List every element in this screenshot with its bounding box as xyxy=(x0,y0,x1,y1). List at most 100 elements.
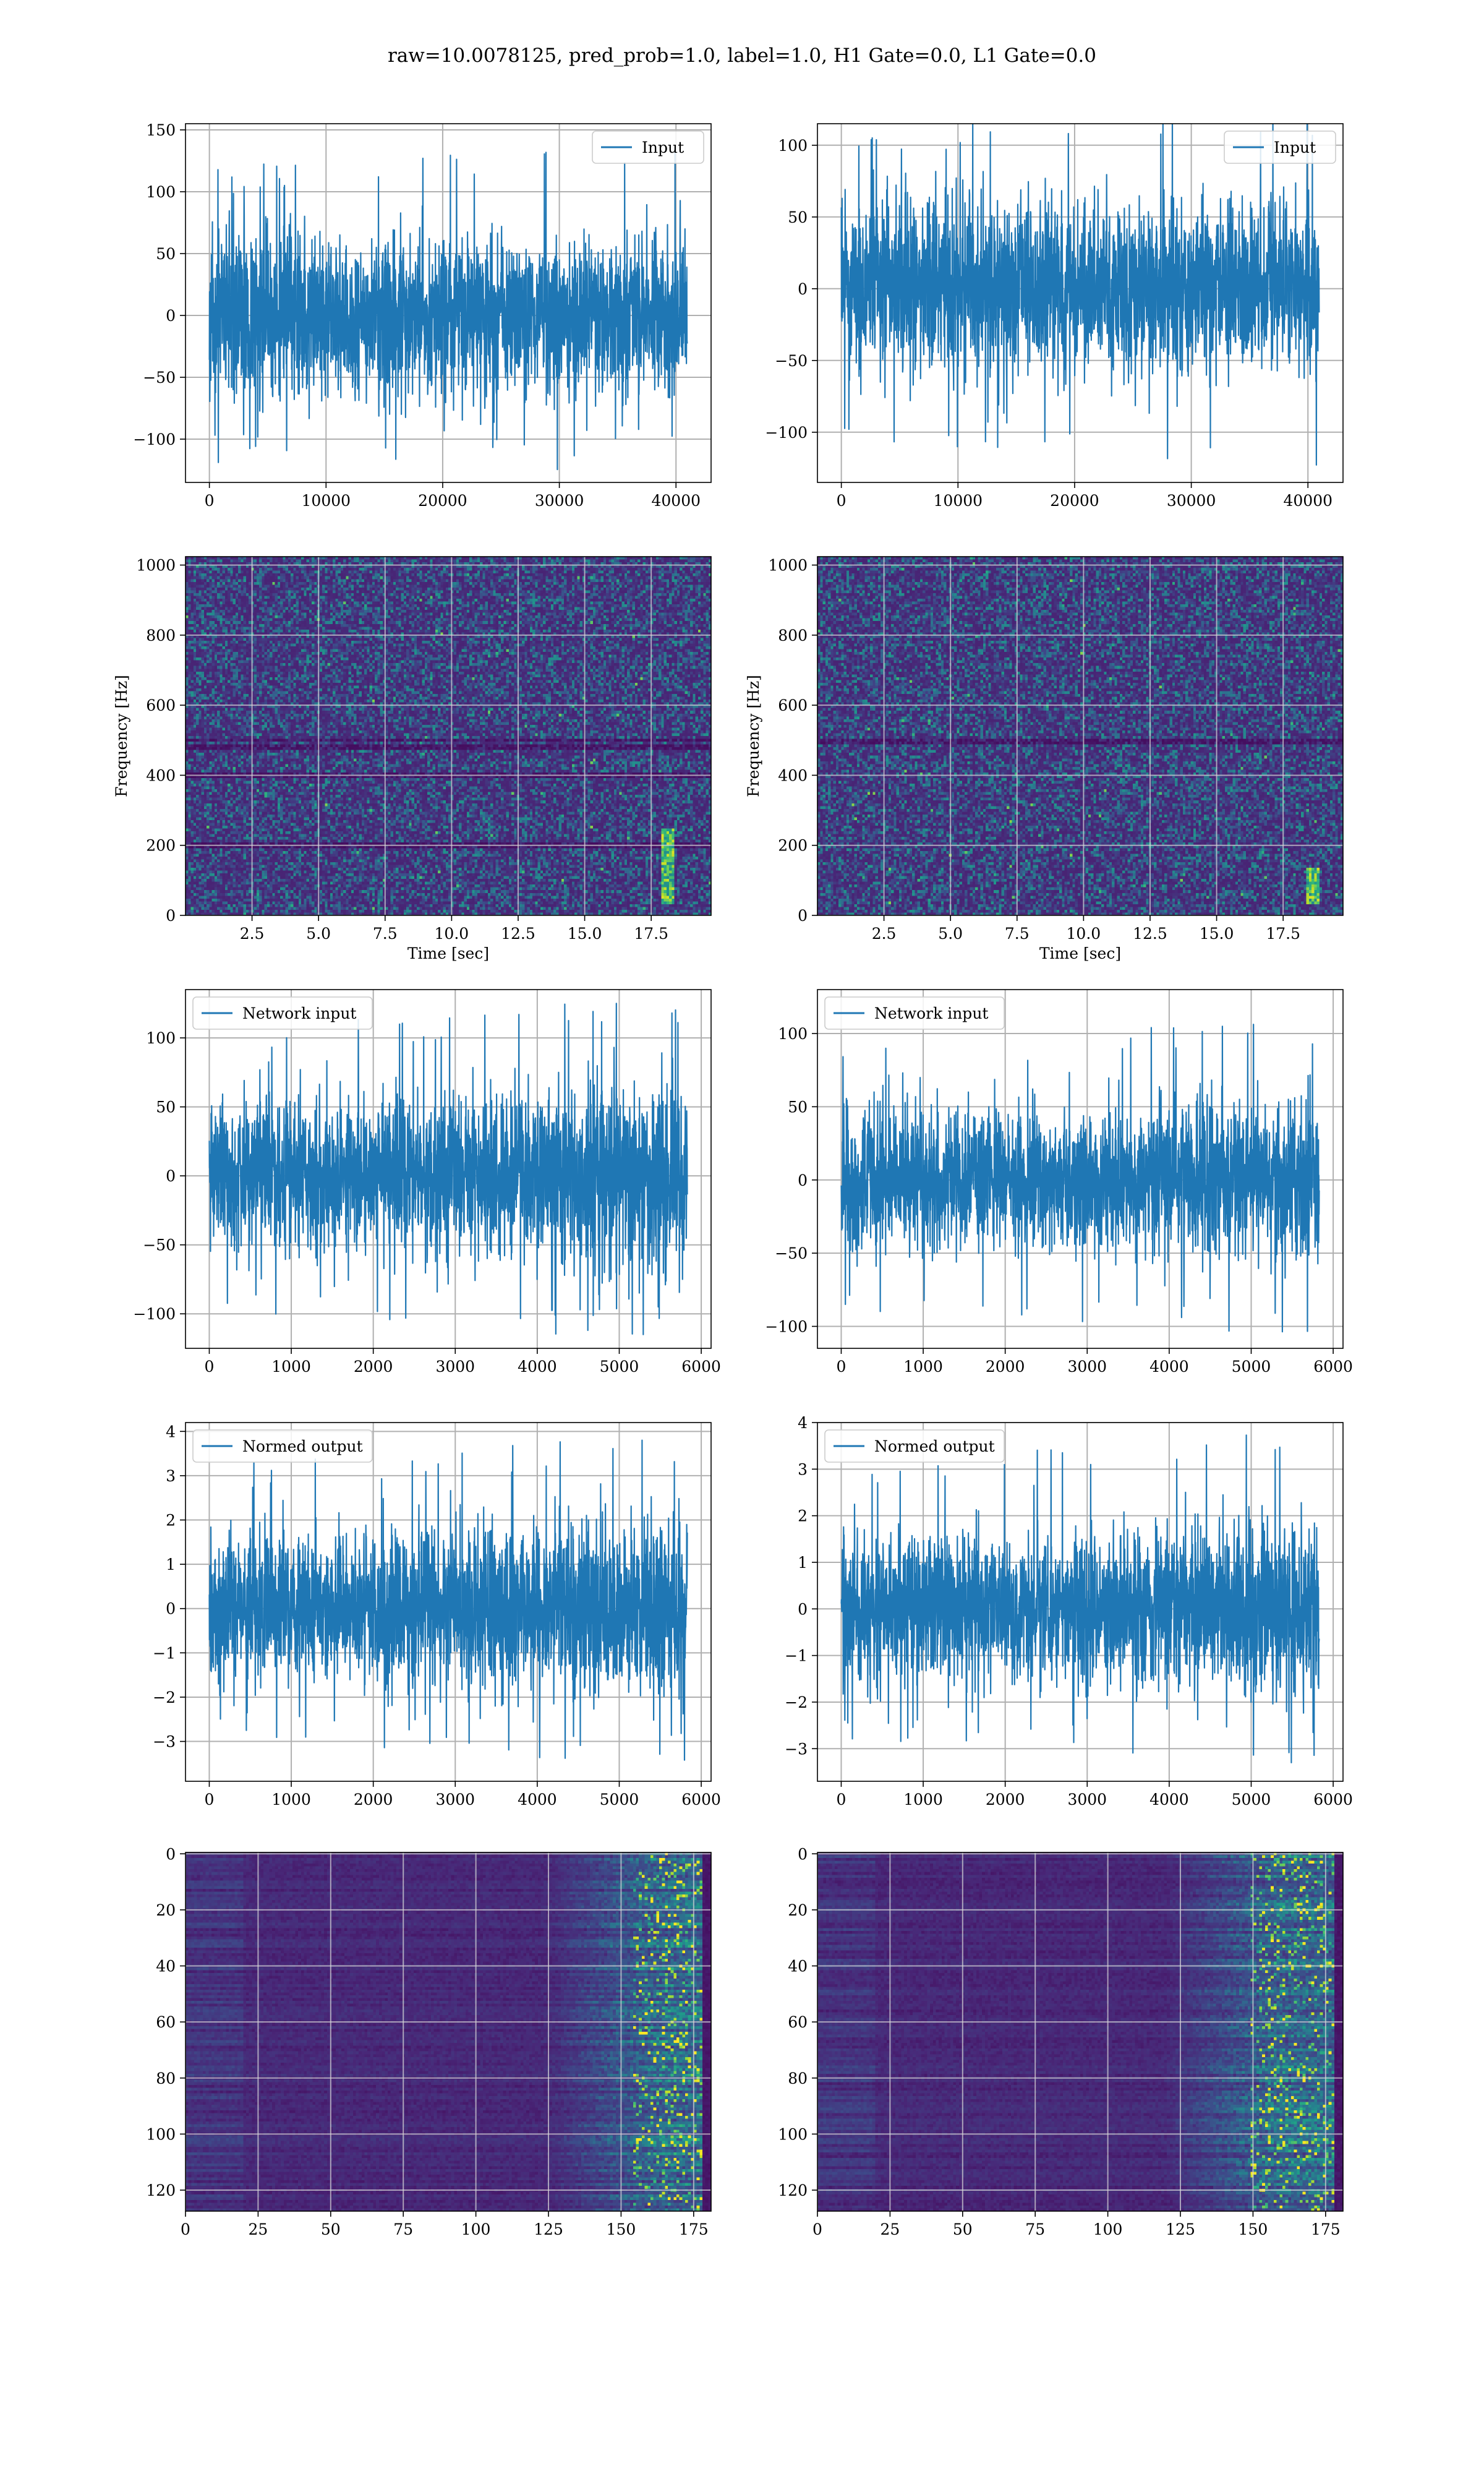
x-tick-label: 5000 xyxy=(1232,1358,1271,1376)
x-tick-label: 10000 xyxy=(302,492,351,510)
x-tick-label: 0 xyxy=(205,1791,215,1808)
x-tick-label: 6000 xyxy=(681,1791,721,1808)
x-tick-label: 5000 xyxy=(600,1358,639,1376)
x-tick-label: 0 xyxy=(837,492,846,510)
subplot-spectrogram-l1: 2.5 5.0 7.5 10.0 12.5 15.0 17.5 0 200 400 600 800 10… xyxy=(744,556,1344,962)
x-tick-label: 0 xyxy=(837,1358,846,1376)
y-tick-label: 0 xyxy=(798,1845,808,1863)
x-tick-label: 40000 xyxy=(1283,492,1333,510)
y-axis-label: Frequency [Hz] xyxy=(113,675,130,797)
series-line xyxy=(840,1434,1320,1763)
legend: Normed output xyxy=(824,1429,1005,1463)
series-line xyxy=(208,1003,688,1335)
grid xyxy=(817,1852,1343,2211)
legend: Input xyxy=(1224,131,1336,164)
y-tick-label: 200 xyxy=(778,837,808,855)
legend-label: Network input xyxy=(874,1004,988,1022)
y-tick-label: 200 xyxy=(146,837,176,855)
y-tick-label: 0 xyxy=(798,280,808,298)
y-tick-label: 4 xyxy=(798,1414,808,1432)
x-tick-label: 25 xyxy=(248,2220,268,2238)
y-tick-label: 100 xyxy=(146,2125,176,2143)
y-tick-label: −100 xyxy=(133,430,176,448)
x-tick-label: 1000 xyxy=(271,1358,311,1376)
y-tick-label: 0 xyxy=(798,1171,808,1189)
y-tick-label: 0 xyxy=(166,1600,176,1618)
x-tick-label: 0 xyxy=(181,2220,190,2238)
subplot-input-l1: 0 10000 20000 30000 40000 −100 −50 0 50 100 Input xyxy=(765,123,1344,510)
y-tick-label: 60 xyxy=(788,2013,808,2031)
grid xyxy=(817,557,1343,915)
y-tick-label: 3 xyxy=(166,1467,176,1485)
y-tick-label: 0 xyxy=(798,907,808,925)
x-tick-label: 5.0 xyxy=(306,925,331,943)
y-tick-label: 50 xyxy=(156,245,176,263)
x-tick-label: 3000 xyxy=(1067,1791,1107,1808)
y-tick-label: 80 xyxy=(788,2070,808,2087)
x-tick-label: 12.5 xyxy=(1133,925,1167,943)
y-tick-label: 1 xyxy=(166,1556,176,1573)
axis-ticks: 0 25 50 75 100 125 150 175 0 20 40 60 80 100 120 xyxy=(146,1845,708,2238)
y-tick-label: −100 xyxy=(765,424,808,442)
y-tick-label: 1000 xyxy=(136,557,176,575)
y-tick-label: 2 xyxy=(798,1507,808,1525)
x-tick-label: 25 xyxy=(880,2220,900,2238)
subplot-normed-output-h1: 0 1000 2000 3000 4000 5000 6000 −3 −2 −1 0 1 2 3 4 Norm… xyxy=(153,1422,721,1808)
x-tick-label: 15.0 xyxy=(1200,925,1234,943)
x-tick-label: 6000 xyxy=(681,1358,721,1376)
x-tick-label: 0 xyxy=(837,1791,846,1808)
subplot-feature-map-l1: 0 25 50 75 100 125 150 175 0 20 40 60 80 100 120 xyxy=(778,1845,1344,2238)
x-tick-label: 20000 xyxy=(1050,492,1099,510)
y-tick-label: 0 xyxy=(166,907,176,925)
x-tick-label: 2000 xyxy=(986,1358,1025,1376)
series-line xyxy=(840,124,1320,466)
y-tick-label: 50 xyxy=(788,1098,808,1116)
x-tick-label: 175 xyxy=(1311,2220,1341,2238)
legend-label: Normed output xyxy=(874,1437,995,1455)
x-tick-label: 75 xyxy=(1025,2220,1045,2238)
axis-ticks: 2.5 5.0 7.5 10.0 12.5 15.0 17.5 0 200 400 600 800 10… xyxy=(136,557,668,943)
y-tick-label: 150 xyxy=(146,121,176,139)
x-tick-label: 0 xyxy=(812,2220,822,2238)
figure-title: raw=10.0078125, pred_prob=1.0, label=1.0… xyxy=(388,45,1096,67)
x-tick-label: 4000 xyxy=(1149,1791,1189,1808)
x-tick-label: 4000 xyxy=(518,1791,557,1808)
subplot-grid: 0 10000 20000 30000 40000−100−50050100150Inp… xyxy=(113,121,1353,2238)
y-tick-label: −3 xyxy=(785,1740,808,1758)
x-tick-label: 30000 xyxy=(1167,492,1216,510)
x-tick-label: 0 xyxy=(205,1358,215,1376)
subplot-network-input-l1: 0 1000 2000 3000 4000 5000 6000 −100 −50 0 50 100 Ne… xyxy=(765,989,1353,1376)
x-tick-label: 10.0 xyxy=(1067,925,1101,943)
y-tick-label: 100 xyxy=(146,183,176,201)
x-tick-label: 175 xyxy=(679,2220,709,2238)
y-tick-label: −2 xyxy=(153,1689,176,1706)
axes-frame xyxy=(817,123,1344,483)
series-line xyxy=(208,1439,688,1761)
x-tick-label: 2.5 xyxy=(240,925,265,943)
x-tick-label: 1000 xyxy=(271,1791,311,1808)
x-tick-label: 1000 xyxy=(903,1791,943,1808)
x-tick-label: 50 xyxy=(321,2220,341,2238)
y-tick-label: 40 xyxy=(788,1958,808,1975)
y-tick-label: 100 xyxy=(778,1025,808,1043)
subplot-normed-output-l1: 0 1000 2000 3000 4000 5000 6000 −3 −2 −1 0 1 2 3 4 Norm… xyxy=(785,1414,1353,1808)
axes-frame xyxy=(185,1852,712,2212)
subplot-network-input-h1: 0 1000 2000 3000 4000 5000 6000 −100 −50 0 50 100 Ne… xyxy=(133,989,721,1376)
heatmap-image xyxy=(817,557,1343,915)
y-tick-label: 400 xyxy=(778,766,808,784)
x-tick-label: 100 xyxy=(1093,2220,1123,2238)
subplot-spectrogram-h1: 2.5 5.0 7.5 10.0 12.5 15.0 17.5 0 200 400 600 800 10… xyxy=(113,556,712,962)
subplot-feature-map-h1: 0 25 50 75 100 125 150 175 0 20 40 60 80 100 120 xyxy=(146,1845,712,2238)
x-tick-label: 2000 xyxy=(986,1791,1025,1808)
y-tick-label: 0 xyxy=(166,307,176,325)
x-tick-label: 3000 xyxy=(1067,1358,1107,1376)
legend-label: Network input xyxy=(242,1004,356,1022)
axis-ticks: 0 10000 20000 30000 40000 −100 −50 0 50 100 xyxy=(765,137,1333,510)
x-tick-label: 15.0 xyxy=(568,925,602,943)
x-tick-label: 10.0 xyxy=(435,925,469,943)
y-tick-label: 600 xyxy=(778,696,808,714)
x-tick-label: 2000 xyxy=(354,1791,393,1808)
y-tick-label: 800 xyxy=(778,627,808,644)
axis-ticks: 0 1000 2000 3000 4000 5000 6000 −3 −2 −1 0 1 2 3 4 xyxy=(153,1423,721,1808)
